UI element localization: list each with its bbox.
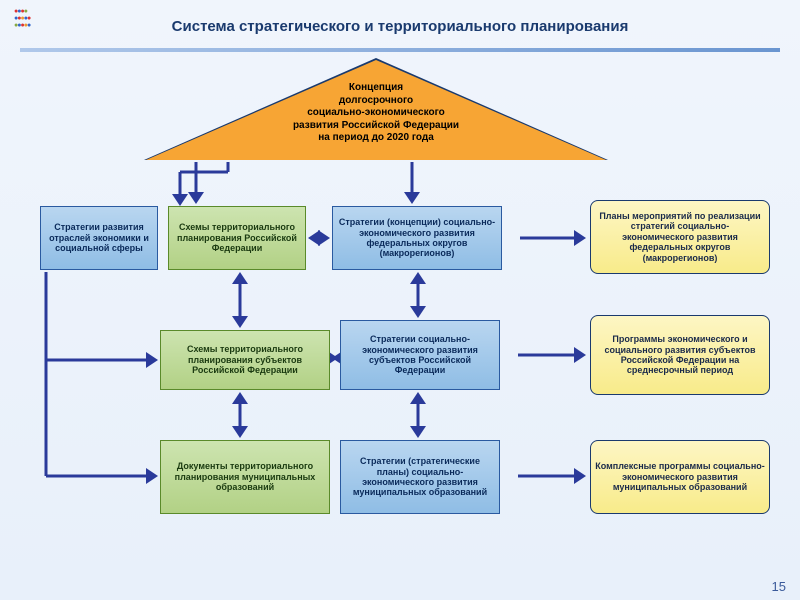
page-title: Система стратегического и территориально… bbox=[0, 18, 800, 35]
node-b2: Стратегии (концепции) социально-экономич… bbox=[332, 206, 502, 270]
node-b3: Стратегии социально-экономического разви… bbox=[340, 320, 500, 390]
concept-triangle-label: Концепциядолгосрочногосоциально-экономич… bbox=[226, 82, 526, 145]
node-y1: Планы мероприятий по реализации стратеги… bbox=[590, 200, 770, 274]
node-b1: Стратегии развития отраслей экономики и … bbox=[40, 206, 158, 270]
node-y2: Программы экономического и социального р… bbox=[590, 315, 770, 395]
node-g3: Документы территориального планирования … bbox=[160, 440, 330, 514]
title-divider bbox=[20, 48, 780, 52]
page-number: 15 bbox=[772, 579, 786, 594]
node-g1: Схемы территориального планирования Росс… bbox=[168, 206, 306, 270]
node-g2: Схемы территориального планирования субъ… bbox=[160, 330, 330, 390]
node-y3: Комплексные программы социально-экономич… bbox=[590, 440, 770, 514]
node-b4: Стратегии (стратегические планы) социаль… bbox=[340, 440, 500, 514]
